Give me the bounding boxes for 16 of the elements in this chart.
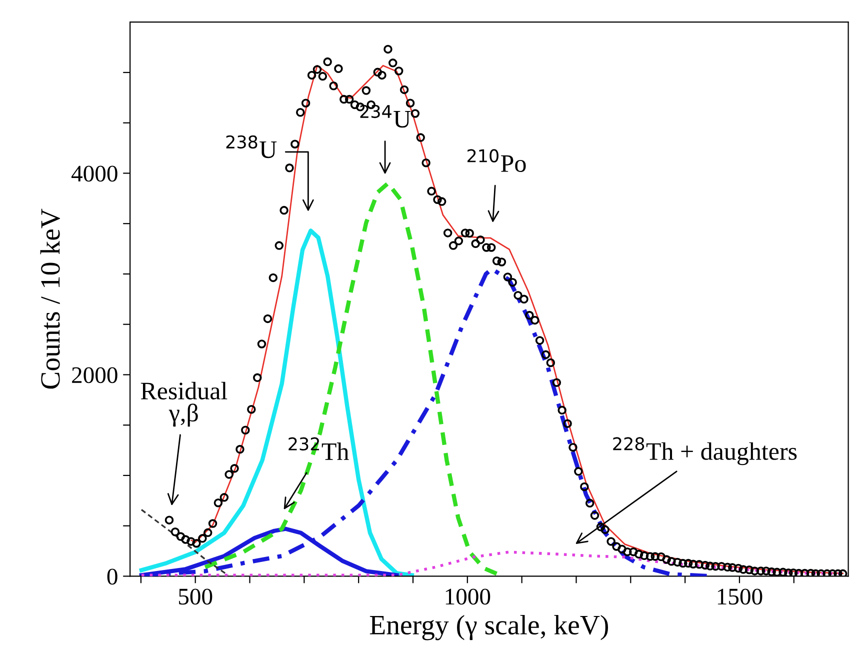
y-tick-label: 0 bbox=[107, 568, 118, 585]
y-tick-label: 2000 bbox=[72, 367, 118, 384]
annotation: $^{228}$Th + daughters bbox=[613, 437, 797, 466]
y-tick-label: 4000 bbox=[71, 166, 118, 182]
line-series bbox=[139, 228, 414, 576]
y-axis-title: Counts / 10 keV bbox=[40, 208, 60, 389]
x-tick-label: 1500 bbox=[718, 588, 762, 605]
x-tick-label: 500 bbox=[179, 588, 212, 605]
annotation: $^{234}$U bbox=[360, 104, 411, 128]
line-series bbox=[140, 508, 229, 576]
annotation: $^{238}$U bbox=[226, 135, 277, 158]
annotation: $^{232}$Th bbox=[288, 437, 349, 460]
annotation: $^{210}$Po bbox=[468, 149, 526, 172]
x-tick-label: 1000 bbox=[446, 588, 490, 605]
annotation: Residual γ,β bbox=[140, 382, 228, 427]
x-axis-title: Energy (γ scale, keV) bbox=[370, 614, 608, 640]
